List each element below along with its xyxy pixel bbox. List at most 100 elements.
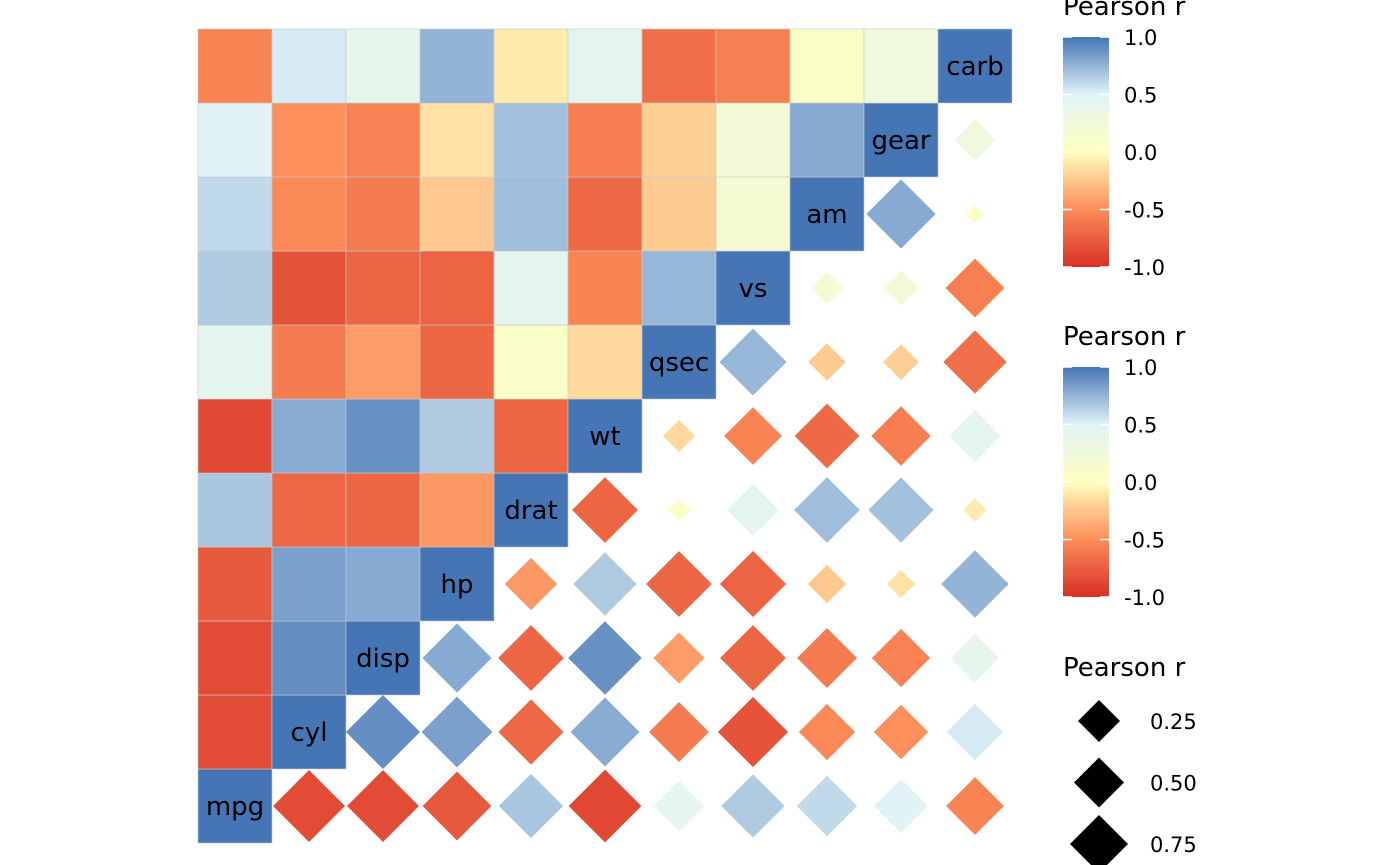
- tile-hp-wt: [419, 398, 495, 474]
- tile-disp-qsec: [345, 324, 421, 400]
- diamond-hp-mpg: [422, 771, 492, 841]
- diamond-drat-hp: [504, 557, 558, 611]
- colorbar-tick-label: 0.5: [1124, 414, 1157, 438]
- variable-label-am: am: [806, 200, 847, 230]
- tile-hp-drat: [419, 472, 495, 548]
- diamond-carb-gear: [954, 119, 996, 161]
- diamond-wt-hp: [573, 552, 637, 616]
- colorbar-tick-label: -0.5: [1124, 529, 1165, 553]
- diamond-disp-cyl: [346, 695, 420, 769]
- tile-qsec-carb: [641, 28, 717, 104]
- tile-gear-carb: [863, 28, 939, 104]
- diamond-gear-disp: [871, 628, 931, 688]
- diag-tile-cyl: [271, 694, 347, 770]
- diamond-drat-disp: [498, 625, 564, 691]
- size-legend-label: 0.25: [1150, 710, 1197, 734]
- tile-vs-gear: [715, 102, 791, 178]
- diamond-qsec-cyl: [649, 702, 709, 762]
- legend-title: Pearson r: [1063, 653, 1186, 683]
- tile-mpg-vs: [197, 250, 273, 326]
- diag-tile-qsec: [641, 324, 717, 400]
- tile-mpg-hp: [197, 546, 273, 622]
- tile-cyl-gear: [271, 102, 347, 178]
- diamond-am-mpg: [796, 775, 858, 837]
- variable-label-carb: carb: [946, 52, 1003, 82]
- diamond-drat-cyl: [498, 699, 564, 765]
- variable-label-vs: vs: [739, 274, 768, 304]
- diamond-carb-vs: [945, 258, 1005, 318]
- tile-mpg-carb: [197, 28, 273, 104]
- tile-drat-gear: [493, 102, 569, 178]
- tile-vs-carb: [715, 28, 791, 104]
- colorbar-tick-label: 0.5: [1124, 84, 1157, 108]
- diamond-vs-cyl: [717, 696, 789, 768]
- diag-tile-am: [789, 176, 865, 252]
- diamond-carb-disp: [950, 633, 1000, 683]
- variable-labels: mpg cyl disp hp drat wt qsec vs am gear carb: [206, 52, 1004, 822]
- diamond-wt-mpg: [568, 769, 642, 843]
- size-legend: Pearson r 0.25 0.50 0.75: [1063, 653, 1197, 865]
- tile-disp-gear: [345, 102, 421, 178]
- variable-label-hp: hp: [441, 570, 474, 600]
- variable-label-drat: drat: [504, 496, 557, 526]
- variable-label-mpg: mpg: [206, 792, 264, 822]
- diamond-carb-cyl: [946, 703, 1004, 761]
- tile-drat-carb: [493, 28, 569, 104]
- tile-drat-am: [493, 176, 569, 252]
- tile-am-gear: [789, 102, 865, 178]
- tile-wt-gear: [567, 102, 643, 178]
- colorbar-tick-label: -0.5: [1124, 199, 1165, 223]
- tile-wt-carb: [567, 28, 643, 104]
- size-legend-diamond: [1078, 700, 1120, 742]
- tile-cyl-qsec: [271, 324, 347, 400]
- diamond-qsec-disp: [653, 632, 705, 684]
- diamond-cyl-mpg: [273, 770, 345, 842]
- diamond-carb-wt: [949, 410, 1001, 462]
- diamond-gear-cyl: [873, 704, 929, 760]
- tile-mpg-gear: [197, 102, 273, 178]
- legends: Pearson r 1.0 0.5 0.0 -0.5 -1.0 Pearson r 1.0 0.…: [1063, 0, 1197, 865]
- tile-disp-am: [345, 176, 421, 252]
- variable-label-disp: disp: [356, 644, 410, 674]
- colorbar-tick-label: -1.0: [1124, 586, 1165, 610]
- diag-tile-wt: [567, 398, 643, 474]
- tile-cyl-carb: [271, 28, 347, 104]
- diag-tile-vs: [715, 250, 791, 326]
- tile-cyl-vs: [271, 250, 347, 326]
- diag-tile-hp: [419, 546, 495, 622]
- diamond-gear-drat: [868, 477, 934, 543]
- tile-wt-am: [567, 176, 643, 252]
- diamond-am-qsec: [808, 343, 846, 381]
- tile-disp-vs: [345, 250, 421, 326]
- tile-drat-wt: [493, 398, 569, 474]
- diag-tile-disp: [345, 620, 421, 696]
- colorbar-tick-label: -1.0: [1124, 256, 1165, 280]
- diamond-am-wt: [794, 403, 860, 469]
- colorbar-tick-label: 1.0: [1124, 356, 1157, 380]
- diamond-carb-hp: [941, 550, 1009, 618]
- tile-drat-vs: [493, 250, 569, 326]
- colorbar-tick-label: 0.0: [1124, 471, 1157, 495]
- tile-mpg-wt: [197, 398, 273, 474]
- colorbar-tick-label: 1.0: [1124, 26, 1157, 50]
- diamond-carb-mpg: [946, 777, 1004, 835]
- legend-title: Pearson r: [1063, 0, 1186, 22]
- diamond-gear-am: [866, 179, 936, 249]
- diamond-vs-wt: [724, 407, 782, 465]
- tile-disp-carb: [345, 28, 421, 104]
- tile-mpg-disp: [197, 620, 273, 696]
- tile-cyl-wt: [271, 398, 347, 474]
- correlation-cells: [197, 28, 1013, 844]
- diamond-carb-qsec: [943, 330, 1007, 394]
- variable-label-cyl: cyl: [291, 718, 328, 748]
- tile-vs-am: [715, 176, 791, 252]
- tile-hp-qsec: [419, 324, 495, 400]
- legend-title: Pearson r: [1063, 322, 1186, 352]
- diamond-gear-mpg: [873, 778, 929, 834]
- diag-tile-gear: [863, 102, 939, 178]
- tile-wt-qsec: [567, 324, 643, 400]
- diamond-gear-wt: [871, 406, 931, 466]
- diamond-am-cyl: [798, 703, 856, 761]
- diamond-carb-am: [965, 204, 985, 224]
